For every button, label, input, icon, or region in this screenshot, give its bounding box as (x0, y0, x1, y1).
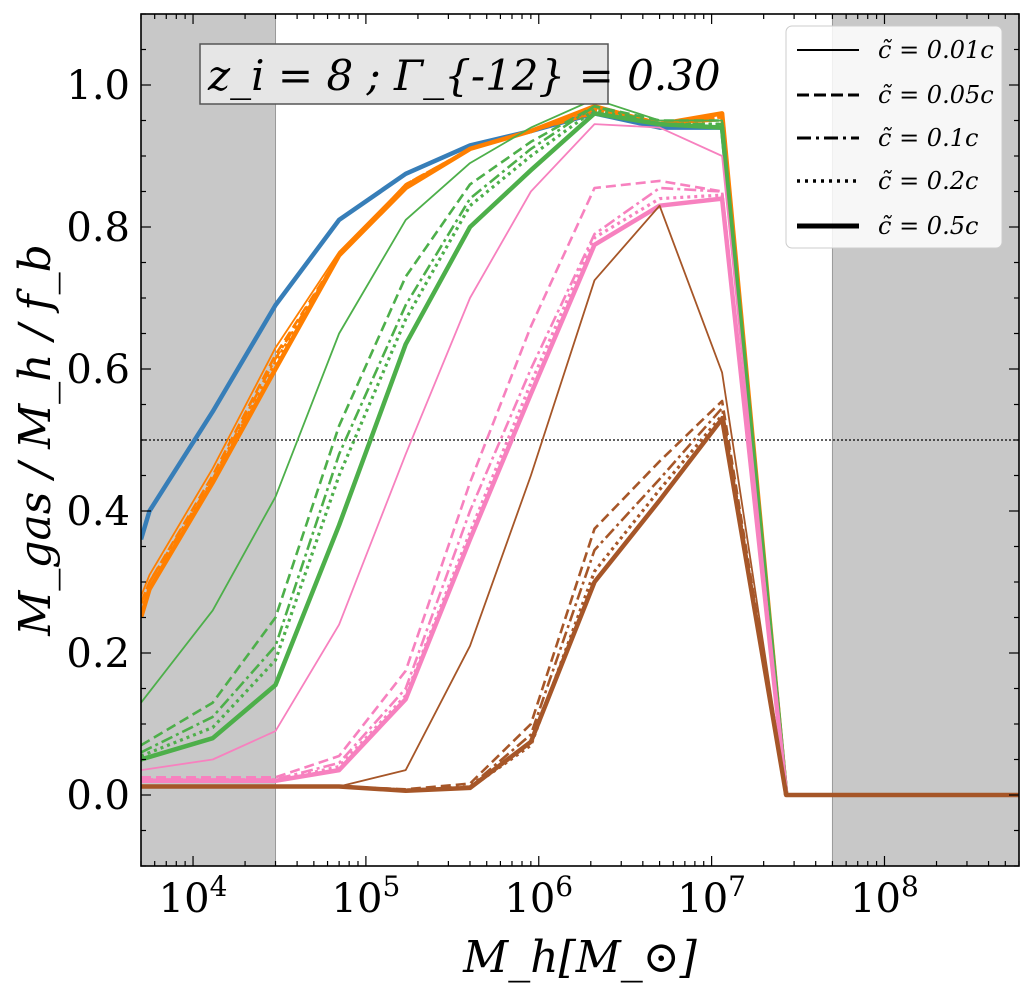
x-tick-label: 105 (332, 870, 401, 922)
y-tick-label: 1.0 (66, 63, 130, 109)
x-tick-label: 108 (850, 870, 919, 922)
legend: c̃ = 0.01c c̃ = 0.05c c̃ = 0.1c c̃ = 0.2… (785, 25, 1003, 249)
x-axis-label: M_h[M_⊙] (462, 932, 697, 983)
x-tick-label-exp: 7 (728, 870, 746, 903)
x-tick-label-exp: 4 (210, 870, 228, 903)
series-line-7 (141, 105, 788, 796)
legend-entry-3: c̃ = 0.2c (878, 167, 978, 195)
y-tick-label: 0.6 (66, 347, 130, 393)
x-tick-label: 104 (159, 870, 228, 922)
y-axis-label: M_gas / M_h / f_b (10, 244, 61, 636)
legend-entry-1: c̃ = 0.05c (878, 81, 994, 109)
series-line-15 (141, 196, 789, 796)
x-tick-label-base: 10 (677, 876, 728, 922)
x-tick-label-base: 10 (332, 876, 383, 922)
legend-box (785, 25, 1003, 249)
annotation-box: z_i = 8 ; Γ_{-12} = 0.30 (199, 43, 721, 105)
legend-entry-4: c̃ = 0.5c (878, 212, 978, 240)
series-line-10 (141, 111, 789, 796)
x-tick-label: 107 (677, 870, 746, 922)
x-tick-label-exp: 8 (901, 870, 919, 903)
annotation-box-bg (199, 43, 609, 105)
y-tick-label: 0.8 (66, 205, 130, 251)
x-tick-label-base: 10 (504, 876, 555, 922)
series-line-20 (141, 416, 1019, 798)
series-line-5 (141, 104, 789, 796)
series-line-0 (141, 111, 789, 796)
x-tick-label-exp: 6 (555, 870, 573, 903)
legend-entry-2: c̃ = 0.1c (878, 124, 978, 152)
x-tick-label: 106 (504, 870, 573, 922)
series-line-12 (141, 179, 788, 796)
y-tick-label: 0.2 (66, 631, 130, 677)
y-tick-label: 0.4 (66, 489, 130, 535)
series-layer (141, 98, 1019, 798)
x-tick-label-base: 10 (850, 876, 901, 922)
series-line-13 (141, 186, 788, 796)
series-line-11 (141, 123, 788, 796)
x-tick-label-exp: 5 (382, 870, 400, 903)
x-tick-label-base: 10 (159, 876, 210, 922)
y-tick-label: 0.0 (66, 773, 130, 819)
annotation-text: z_i = 8 ; Γ_{-12} = 0.30 (207, 51, 721, 100)
legend-entry-0: c̃ = 0.01c (878, 36, 994, 64)
